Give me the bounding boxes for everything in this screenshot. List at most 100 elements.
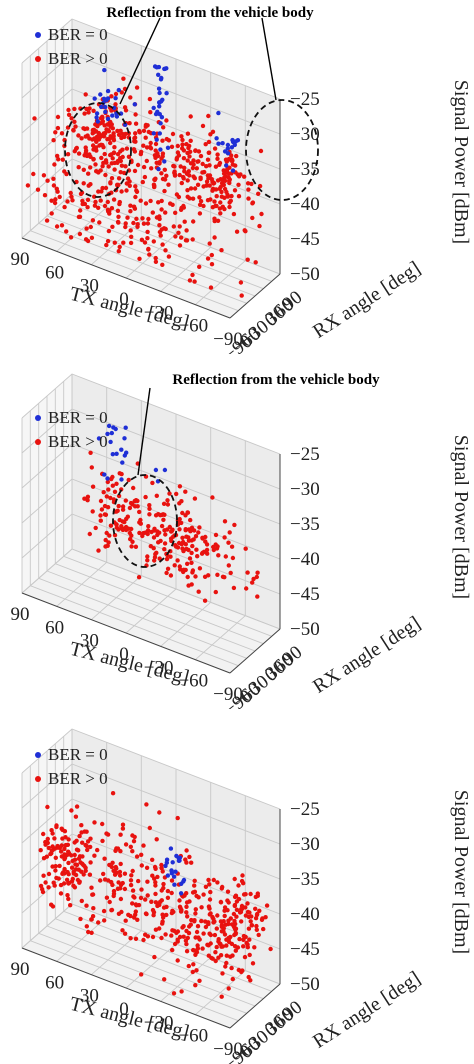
- point-ber-positive: [257, 223, 262, 229]
- point-ber-positive: [134, 854, 140, 859]
- point-ber-positive: [230, 555, 236, 561]
- point-ber-positive: [243, 892, 248, 897]
- point-ber-positive: [79, 869, 84, 874]
- point-ber-positive: [223, 922, 228, 927]
- chart-svg-1: 9060300−30−60−90−90−60−300306090−25−30−3…: [11, 5, 473, 354]
- point-ber-positive: [188, 517, 193, 523]
- point-ber-positive: [172, 173, 178, 178]
- point-ber-positive: [142, 240, 148, 245]
- point-ber-positive: [120, 928, 125, 933]
- point-ber-positive: [53, 197, 58, 202]
- legend-marker-ber-positive: [35, 776, 41, 782]
- point-ber-positive: [113, 102, 118, 107]
- annotation-pointer: [261, 17, 277, 101]
- point-ber-positive: [140, 179, 145, 185]
- point-ber-positive: [131, 147, 137, 152]
- point-ber-zero: [105, 431, 110, 437]
- point-ber-positive: [212, 199, 217, 204]
- point-ber-positive: [98, 198, 103, 203]
- tx-tick-label: 90: [11, 959, 30, 980]
- point-ber-positive: [268, 946, 273, 952]
- point-ber-positive: [119, 189, 124, 194]
- point-ber-positive: [219, 194, 224, 199]
- point-ber-positive: [226, 563, 231, 568]
- point-ber-positive: [171, 224, 176, 229]
- point-ber-positive: [244, 586, 249, 591]
- point-ber-positive: [211, 544, 216, 550]
- point-ber-zero: [132, 102, 137, 107]
- point-ber-positive: [73, 872, 79, 878]
- point-ber-positive: [153, 551, 158, 557]
- point-ber-positive: [168, 536, 174, 541]
- point-ber-zero: [122, 436, 127, 441]
- point-ber-positive: [110, 156, 115, 161]
- point-ber-positive: [232, 876, 237, 882]
- point-ber-positive: [224, 953, 229, 958]
- point-ber-positive: [130, 849, 135, 854]
- point-ber-positive: [89, 930, 94, 935]
- point-ber-positive: [187, 556, 193, 561]
- point-ber-positive: [157, 214, 162, 219]
- point-ber-positive: [98, 498, 104, 504]
- point-ber-positive: [81, 181, 86, 186]
- point-ber-positive: [215, 880, 220, 885]
- point-ber-positive: [131, 839, 137, 844]
- point-ber-positive: [232, 188, 238, 193]
- point-ber-zero: [157, 100, 162, 105]
- point-ber-positive: [177, 898, 182, 903]
- point-ber-positive: [43, 880, 48, 885]
- point-ber-positive: [118, 896, 124, 902]
- point-ber-positive: [70, 198, 75, 203]
- point-ber-positive: [168, 201, 173, 206]
- point-ber-positive: [157, 530, 162, 535]
- point-ber-positive: [79, 823, 84, 828]
- z-tick-label: −35: [290, 159, 320, 180]
- point-ber-positive: [103, 185, 109, 191]
- point-ber-positive: [161, 125, 166, 130]
- point-ber-zero: [173, 869, 178, 874]
- tx-axis-line: [21, 237, 231, 319]
- point-ber-positive: [143, 201, 149, 206]
- point-ber-positive: [130, 833, 135, 838]
- legend-marker-ber-zero: [35, 415, 41, 421]
- point-ber-positive: [68, 903, 73, 908]
- point-ber-positive: [150, 210, 155, 215]
- point-ber-zero: [172, 882, 177, 887]
- point-ber-positive: [153, 880, 158, 885]
- point-ber-positive: [88, 224, 94, 230]
- tx-tick-label: −60: [178, 671, 208, 692]
- axis-edges: [21, 809, 281, 1029]
- point-ber-positive: [53, 130, 58, 135]
- point-ber-positive: [82, 496, 87, 501]
- point-ber-positive: [109, 908, 114, 913]
- legend-marker-ber-zero: [35, 32, 41, 38]
- point-ber-positive: [211, 181, 216, 186]
- point-ber-positive: [188, 114, 193, 119]
- point-ber-positive: [133, 902, 139, 907]
- tx-tick-label: −30: [144, 302, 174, 323]
- point-ber-positive: [214, 926, 219, 931]
- point-ber-positive: [183, 513, 188, 518]
- point-ber-zero: [111, 105, 117, 111]
- point-ber-positive: [92, 820, 97, 825]
- point-ber-positive: [117, 869, 123, 875]
- point-ber-positive: [163, 932, 168, 937]
- tx-tick-label: 0: [119, 644, 129, 665]
- point-ber-positive: [159, 523, 165, 529]
- point-ber-positive: [161, 881, 166, 887]
- point-ber-positive: [250, 961, 256, 966]
- point-ber-positive: [148, 140, 153, 146]
- point-ber-positive: [133, 112, 138, 117]
- point-ber-positive: [169, 878, 175, 883]
- point-ber-positive: [219, 248, 224, 253]
- point-ber-positive: [164, 912, 169, 918]
- point-ber-positive: [145, 558, 150, 563]
- point-ber-positive: [139, 237, 145, 242]
- point-ber-positive: [189, 582, 194, 587]
- point-ber-zero: [156, 166, 161, 172]
- tx-tick-label: 30: [80, 276, 99, 297]
- z-tick-label: −35: [290, 869, 320, 890]
- point-ber-positive: [252, 945, 257, 950]
- point-ber-positive: [146, 246, 151, 252]
- point-ber-positive: [85, 238, 91, 244]
